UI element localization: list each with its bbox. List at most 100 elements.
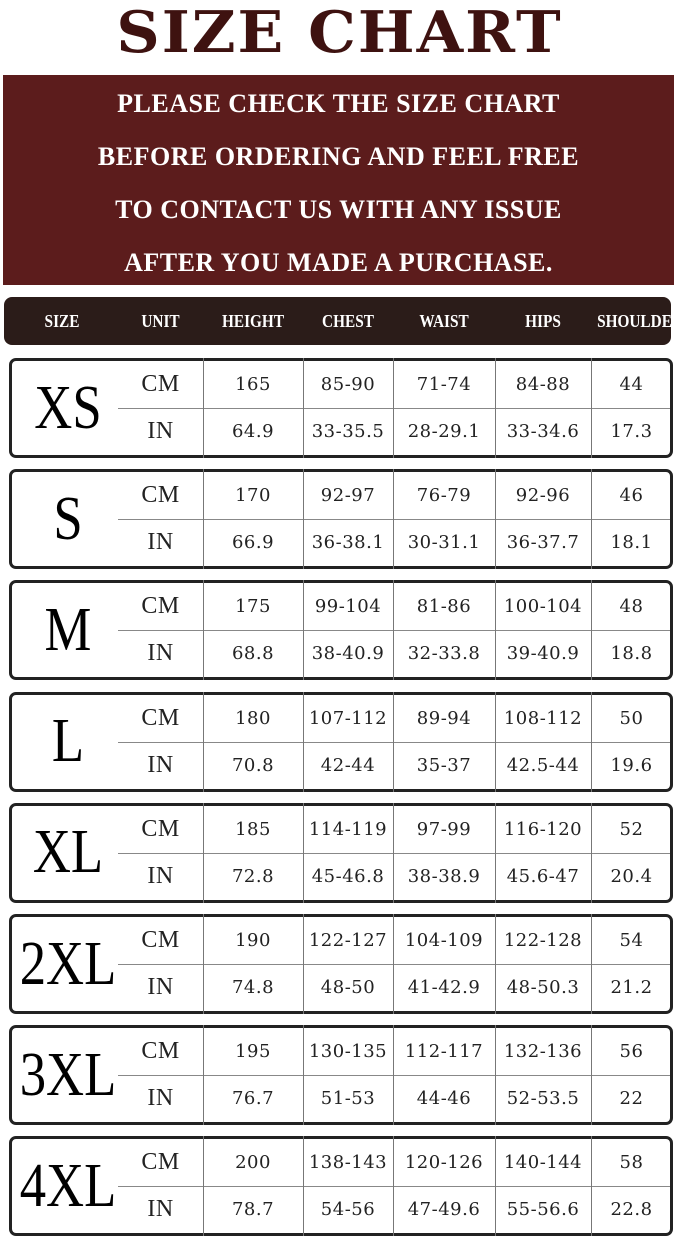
column-divider: [303, 358, 304, 458]
unit-label: IN: [147, 974, 174, 1000]
measurement-shoulder: 54: [619, 930, 644, 951]
column-divider: [591, 691, 592, 792]
measurement-hips: 100-104: [503, 596, 583, 618]
column-divider: [203, 469, 204, 570]
column-divider: [303, 1136, 304, 1237]
column-divider: [303, 1025, 304, 1126]
measurement-waist: 38-38.9: [407, 865, 481, 887]
measurement-height: 70.8: [231, 754, 275, 776]
measurement-height: 76.7: [231, 1088, 275, 1110]
measurement-chest: 114-119: [308, 818, 388, 840]
size-label: XS: [34, 373, 102, 442]
column-divider: [591, 802, 592, 903]
notice-banner: PLEASE CHECK THE SIZE CHART BEFORE ORDER…: [3, 75, 674, 285]
measurement-height: 195: [235, 1041, 271, 1063]
measurement-chest: 42-44: [320, 754, 376, 776]
column-divider: [393, 580, 394, 681]
measurement-chest: 45-46.8: [311, 865, 385, 887]
size-label: 4XL: [19, 1151, 117, 1220]
measurement-height: 175: [235, 596, 271, 618]
column-divider: [203, 802, 204, 903]
column-divider: [591, 1136, 592, 1237]
measurement-shoulder: 19.6: [610, 754, 653, 776]
header-height: HEIGHT: [221, 311, 285, 331]
measurement-waist: 41-42.9: [407, 977, 481, 998]
column-divider: [393, 1025, 394, 1126]
unit-label: CM: [141, 371, 180, 397]
row-divider: [118, 852, 670, 854]
measurement-hips: 122-128: [503, 930, 583, 951]
size-label: 3XL: [19, 1040, 117, 1109]
column-divider: [591, 580, 592, 681]
unit-label: CM: [141, 593, 180, 620]
measurement-waist: 71-74: [416, 374, 472, 395]
notice-line: TO CONTACT US WITH ANY ISSUE: [115, 195, 562, 224]
measurement-waist: 44-46: [416, 1088, 472, 1110]
measurement-chest: 36-38.1: [311, 532, 385, 554]
measurement-hips: 45.6-47: [506, 865, 580, 887]
column-divider: [393, 1136, 394, 1237]
measurement-height: 72.8: [231, 865, 275, 887]
measurement-chest: 99-104: [314, 596, 382, 618]
column-divider: [203, 914, 204, 1014]
column-divider: [203, 580, 204, 681]
measurement-shoulder: 18.1: [610, 532, 653, 554]
unit-label: IN: [147, 418, 174, 444]
measurement-chest: 107-112: [308, 707, 388, 729]
header-unit: UNIT: [141, 311, 180, 331]
column-divider: [393, 469, 394, 570]
measurement-waist: 81-86: [416, 596, 472, 618]
size-row-m: M CM 175 99-104 81-86 100-104 48 IN 68.8 38-40.9 3…: [9, 580, 673, 681]
measurement-waist: 89-94: [416, 707, 472, 729]
column-divider: [203, 691, 204, 792]
row-divider: [118, 630, 670, 632]
unit-label: IN: [147, 751, 174, 778]
unit-label: IN: [147, 862, 174, 889]
measurement-shoulder: 44: [619, 374, 644, 395]
measurement-height: 68.8: [231, 643, 275, 665]
header-hips: HIPS: [525, 311, 561, 331]
size-row-2xl: 2XL CM 190 122-127 104-109 122-128 54 IN 74.8 48-…: [9, 914, 673, 1014]
measurement-hips: 116-120: [503, 818, 583, 840]
measurement-hips: 52-53.5: [506, 1088, 580, 1110]
measurement-hips: 92-96: [515, 485, 571, 507]
measurement-hips: 36-37.7: [506, 532, 580, 554]
measurement-waist: 112-117: [404, 1041, 484, 1063]
unit-label: CM: [141, 815, 180, 842]
row-divider: [118, 408, 670, 409]
notice-line: BEFORE ORDERING AND FEEL FREE: [97, 142, 580, 171]
unit-label: CM: [141, 704, 180, 731]
measurement-hips: 39-40.9: [506, 643, 580, 665]
page-title: SIZE CHART: [116, 0, 563, 67]
measurement-chest: 38-40.9: [311, 643, 385, 665]
size-label: XL: [32, 818, 104, 887]
measurement-height: 185: [235, 818, 271, 840]
measurement-height: 74.8: [231, 977, 275, 998]
column-divider: [303, 914, 304, 1014]
measurement-shoulder: 58: [619, 1152, 644, 1174]
measurement-chest: 48-50: [320, 977, 376, 998]
column-divider: [303, 802, 304, 903]
header-chest: CHEST: [322, 311, 374, 331]
measurement-hips: 132-136: [503, 1041, 583, 1063]
measurement-hips: 48-50.3: [506, 977, 580, 998]
column-divider: [393, 914, 394, 1014]
measurement-shoulder: 17.3: [610, 421, 653, 442]
measurement-shoulder: 48: [619, 596, 644, 618]
measurement-waist: 120-126: [404, 1152, 484, 1174]
measurement-height: 165: [235, 374, 271, 395]
size-label: L: [51, 707, 85, 776]
column-divider: [393, 802, 394, 903]
measurement-shoulder: 52: [619, 818, 644, 840]
measurement-chest: 122-127: [308, 930, 388, 951]
column-divider: [495, 802, 496, 903]
measurement-height: 170: [235, 485, 271, 507]
column-divider: [303, 469, 304, 570]
size-row-xl: XL CM 185 114-119 97-99 116-120 52 IN 72.8 45-46.…: [9, 802, 673, 903]
column-divider: [591, 914, 592, 1014]
size-label: 2XL: [19, 929, 117, 998]
column-divider: [203, 358, 204, 458]
column-divider: [495, 1025, 496, 1126]
column-divider: [495, 1136, 496, 1237]
row-divider: [118, 741, 670, 743]
